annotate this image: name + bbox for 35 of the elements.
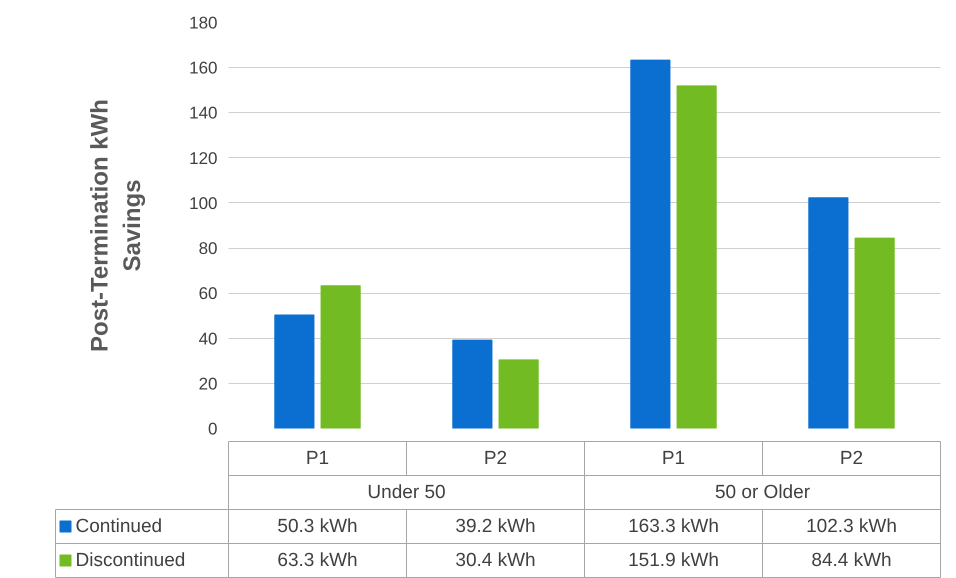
bar — [320, 285, 361, 428]
data-label: 151.9 kWh — [628, 550, 719, 571]
data-label: 163.3 kWh — [628, 516, 719, 537]
bar — [274, 314, 314, 428]
bar — [808, 197, 848, 428]
bar — [630, 60, 670, 428]
text: Under 50 — [367, 482, 446, 503]
y-tick-label: 120 — [189, 148, 218, 168]
bar — [498, 359, 539, 428]
x-tick-label: P1 — [306, 448, 330, 469]
y-tick-label: 160 — [189, 58, 218, 78]
data-label: 39.2 kWh — [455, 516, 536, 537]
data-label: 84.4 kWh — [811, 550, 892, 571]
data-label: 102.3 kWh — [806, 516, 897, 537]
text: 50 or Older — [714, 482, 811, 503]
y-tick-label: 0 — [208, 420, 218, 438]
x-tick-label: P2 — [484, 448, 508, 469]
x-tick-label: P2 — [840, 448, 864, 469]
y-tick-label: 40 — [198, 329, 218, 348]
legend-label: Discontinued — [76, 550, 186, 571]
y-tick-label: 100 — [189, 194, 218, 213]
y-axis-title: Post-Termination kWh Savings — [86, 99, 146, 352]
y-tick-label: 80 — [198, 239, 218, 258]
data-label: 50.3 kWh — [277, 516, 358, 537]
data-label: 63.3 kWh — [277, 550, 358, 571]
x-tick-label: P1 — [662, 448, 686, 469]
y-tick-label: 20 — [198, 374, 218, 394]
y-tick-label: 140 — [189, 104, 218, 123]
y-tick-label: 180 — [189, 14, 218, 32]
bar — [452, 340, 492, 428]
bar — [854, 238, 895, 428]
data-label: 30.4 kWh — [455, 550, 536, 571]
legend-label: Continued — [76, 516, 162, 537]
y-tick-label: 60 — [198, 284, 218, 304]
bar — [676, 85, 717, 428]
